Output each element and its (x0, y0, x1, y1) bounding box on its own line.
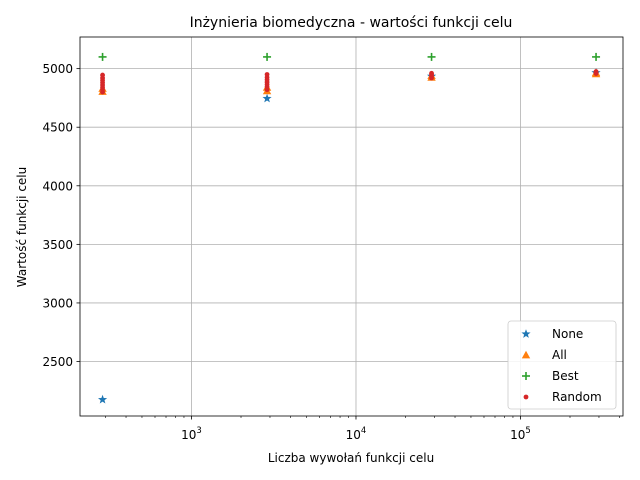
x-tick-label: 105 (510, 426, 531, 442)
x-tick-exponent: 3 (196, 426, 201, 436)
legend: None All Best Random (507, 320, 617, 410)
point-random (264, 72, 270, 77)
x-axis-label: Liczba wywołań funkcji celu (268, 451, 434, 465)
point-best (592, 52, 601, 61)
y-tick-label: 3000 (42, 296, 73, 310)
legend-marker-random (523, 394, 529, 400)
y-tick-label: 2500 (42, 355, 73, 369)
point-best (427, 52, 436, 61)
y-axis-ticks: 2500 3000 3500 4000 4500 5000 (42, 62, 80, 369)
legend-label: All (552, 348, 567, 362)
point-none (98, 394, 108, 404)
legend-marker-best (522, 372, 530, 380)
series-random (100, 69, 599, 95)
x-tick-label: 103 (181, 426, 202, 442)
x-tick-base: 10 (346, 428, 361, 442)
y-tick-label: 4000 (42, 179, 73, 193)
x-axis-ticks: 103 104 105 (105, 416, 620, 442)
legend-label: None (552, 327, 583, 341)
y-tick-label: 3500 (42, 238, 73, 252)
x-tick-base: 10 (510, 428, 525, 442)
y-tick-label: 5000 (42, 62, 73, 76)
gridlines (80, 37, 623, 416)
plot-frame (79, 36, 624, 417)
point-none (262, 93, 272, 103)
legend-label: Random (552, 390, 602, 404)
x-tick-exponent: 4 (361, 426, 366, 436)
y-axis-label: Wartość funkcji celu (15, 167, 29, 287)
point-random (593, 69, 599, 74)
legend-marker-none (521, 329, 531, 338)
x-tick-base: 10 (181, 428, 196, 442)
point-random (100, 72, 105, 78)
legend-marker-all (521, 350, 531, 359)
data-points (98, 52, 601, 404)
y-tick-label: 4500 (42, 121, 73, 135)
point-best (98, 52, 107, 61)
x-tick-label: 104 (346, 426, 367, 442)
point-best (263, 52, 272, 61)
legend-label: Best (552, 369, 579, 383)
point-random (429, 70, 434, 76)
series-best (98, 52, 601, 61)
legend-box (507, 320, 617, 410)
chart-title: Inżynieria biomedyczna - wartości funkcj… (190, 15, 513, 31)
x-tick-exponent: 5 (525, 426, 530, 436)
